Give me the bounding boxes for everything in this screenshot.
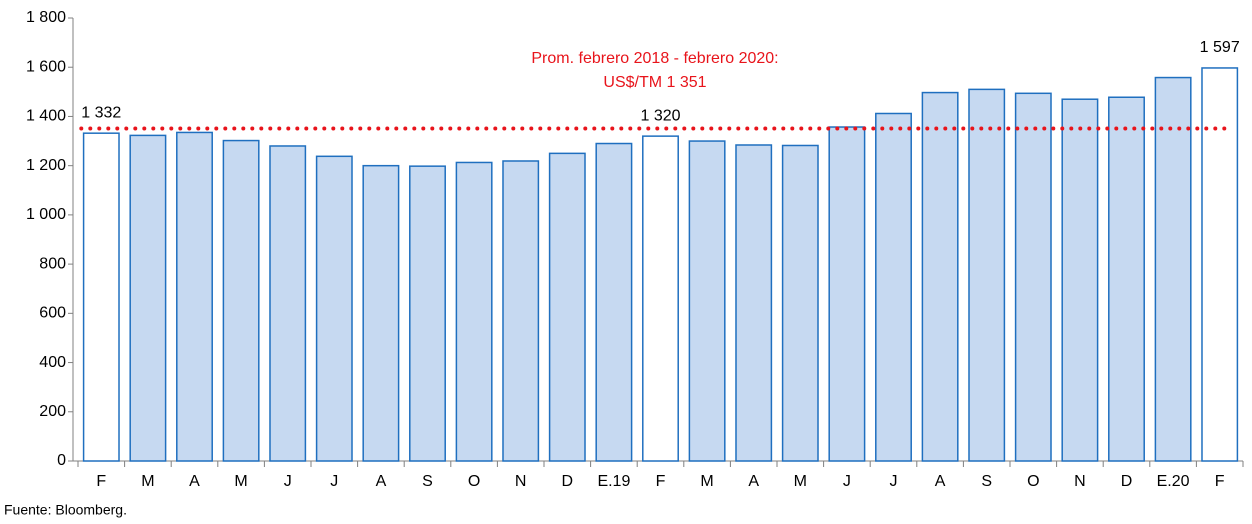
bar — [595, 142, 633, 462]
bar — [176, 131, 213, 462]
bar — [1108, 96, 1145, 462]
bar — [1201, 67, 1239, 462]
x-tick-label: J — [843, 473, 851, 490]
y-tick-label: 0 — [57, 452, 66, 469]
bar — [129, 134, 167, 462]
y-tick-label: 400 — [39, 354, 66, 371]
bar — [921, 91, 959, 462]
source-note: Fuente: Bloomberg. — [4, 502, 127, 518]
value-label: 1 320 — [640, 107, 680, 124]
x-tick-label: M — [794, 473, 807, 490]
x-tick-label: J — [284, 473, 292, 490]
x-tick-label: F — [96, 473, 106, 490]
value-label: 1 332 — [81, 104, 121, 121]
x-tick-label: N — [515, 473, 527, 490]
bar — [269, 145, 307, 462]
x-tick-label: J — [330, 473, 338, 490]
y-tick-label: 1 600 — [26, 58, 66, 75]
x-tick-label: M — [700, 473, 713, 490]
x-tick-label: D — [562, 473, 574, 490]
bar — [222, 139, 260, 462]
x-tick-label: E.19 — [597, 473, 630, 490]
y-tick-label: 800 — [39, 255, 66, 272]
y-tick-label: 1 200 — [26, 157, 66, 174]
bar — [1061, 98, 1099, 462]
x-tick-label: M — [141, 473, 154, 490]
bar — [875, 112, 912, 462]
bar — [968, 88, 1006, 462]
value-label: 1 597 — [1200, 39, 1240, 56]
y-tick-label: 1 800 — [26, 9, 66, 26]
y-tick-label: 1 400 — [26, 108, 66, 125]
bar — [502, 160, 540, 462]
bar — [362, 164, 400, 462]
bar — [781, 144, 819, 462]
bar — [1014, 92, 1052, 462]
bar — [688, 140, 726, 462]
bar — [735, 144, 773, 462]
x-tick-label: A — [748, 473, 759, 490]
x-tick-label: S — [981, 473, 992, 490]
x-tick-label: A — [935, 473, 946, 490]
x-tick-label: D — [1121, 473, 1133, 490]
x-tick-label: M — [234, 473, 247, 490]
y-tick-label: 1 000 — [26, 206, 66, 223]
bar — [315, 155, 353, 462]
x-tick-label: N — [1074, 473, 1086, 490]
bar — [455, 161, 493, 462]
bar — [642, 135, 679, 462]
reference-label: US$/TM 1 351 — [603, 74, 706, 91]
x-tick-label: F — [1215, 473, 1225, 490]
reference-label: Prom. febrero 2018 - febrero 2020: — [531, 50, 778, 67]
bar — [1154, 76, 1192, 462]
x-tick-label: O — [468, 473, 480, 490]
x-tick-label: S — [422, 473, 433, 490]
bar — [82, 132, 120, 462]
x-tick-label: E.20 — [1157, 473, 1190, 490]
y-tick-label: 600 — [39, 305, 66, 322]
y-tick-label: 200 — [39, 403, 66, 420]
bar — [828, 126, 866, 462]
x-tick-label: A — [189, 473, 200, 490]
x-tick-label: O — [1027, 473, 1039, 490]
bar — [548, 152, 586, 462]
bar — [409, 165, 446, 462]
x-tick-label: J — [890, 473, 898, 490]
x-tick-label: A — [376, 473, 387, 490]
x-tick-label: F — [656, 473, 666, 490]
